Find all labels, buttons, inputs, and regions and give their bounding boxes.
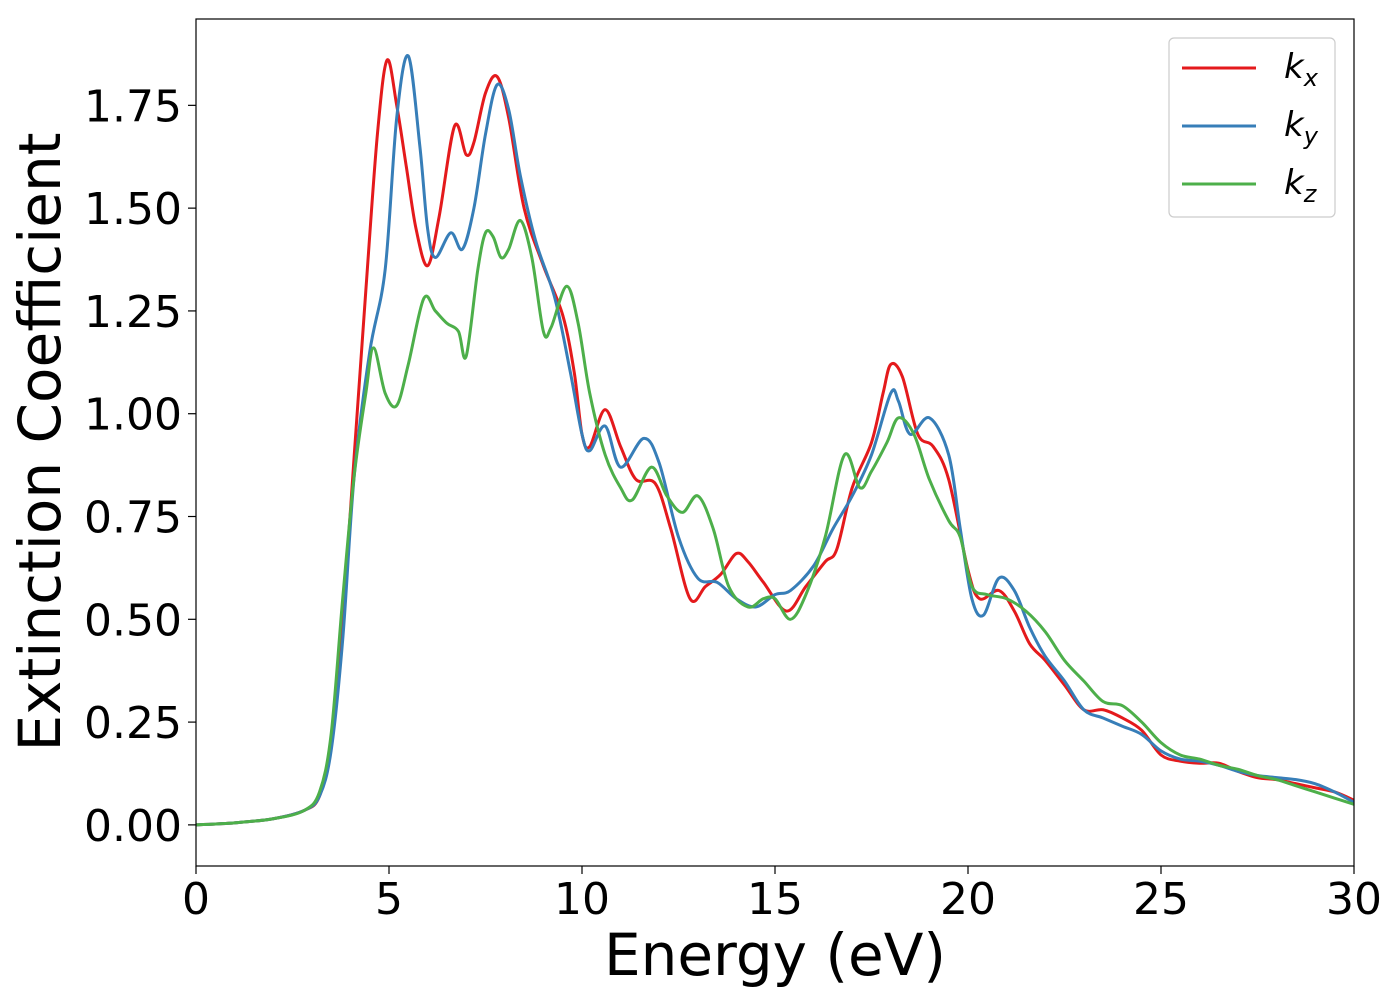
x-tick-label: 25 — [1133, 874, 1189, 925]
x-axis-label: Energy (eV) — [604, 921, 946, 989]
y-tick-label: 1.75 — [84, 81, 182, 132]
y-tick-label: 1.00 — [84, 390, 182, 441]
y-tick-label: 0.75 — [84, 493, 182, 544]
x-tick-label: 15 — [747, 874, 803, 925]
plot-frame — [195, 18, 1355, 867]
x-tick-label: 10 — [554, 874, 610, 925]
y-tick-label: 1.50 — [84, 184, 182, 235]
y-tick-label: 0.50 — [84, 595, 182, 646]
series-line-kx — [196, 58, 1354, 827]
series-line-kz — [196, 218, 1354, 827]
x-tick-label: 0 — [182, 874, 210, 925]
ticks-layer: 0 5 10 15 20 25 30 0.00 0.25 0.50 0.75 1.00 1.25 1.50… — [84, 81, 1382, 925]
series-line-ky — [196, 54, 1354, 827]
x-tick-label: 20 — [940, 874, 996, 925]
x-tick-label: 30 — [1326, 874, 1382, 925]
series-layer — [196, 54, 1354, 827]
y-tick-label: 0.25 — [84, 698, 182, 749]
y-axis-label: Extinction Coefficient — [6, 133, 74, 752]
y-tick-label: 0.00 — [84, 801, 182, 852]
x-tick-label: 5 — [375, 874, 403, 925]
y-tick-label: 1.25 — [84, 287, 182, 338]
